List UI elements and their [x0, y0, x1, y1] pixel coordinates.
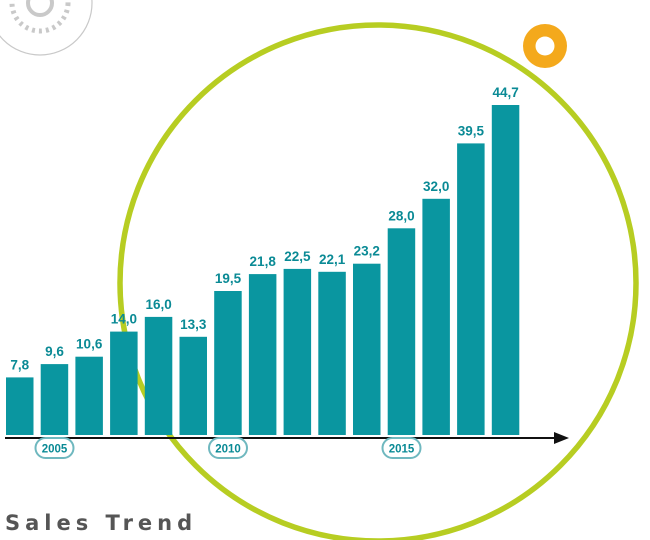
bar-2012: [283, 268, 312, 435]
year-badge-2010: 2010: [208, 437, 248, 459]
bars-group: [6, 105, 520, 435]
x-axis-arrow-icon: [554, 432, 569, 444]
year-label: 2005: [42, 444, 68, 456]
value-label: 13,3: [180, 317, 207, 332]
value-label: 22,5: [284, 249, 311, 264]
bar-2007: [110, 331, 138, 435]
year-label: 2010: [215, 444, 241, 456]
value-label: 22,1: [319, 252, 346, 267]
orange-ring-icon: [523, 24, 567, 68]
value-label: 44,7: [492, 85, 518, 100]
year-badge-2005: 2005: [34, 437, 75, 459]
chart-title: Sales Trend: [5, 511, 198, 535]
bar-2005: [40, 364, 69, 435]
bar-2017: [457, 143, 485, 435]
bar-2018: [491, 105, 520, 435]
value-label: 39,5: [458, 123, 485, 138]
highlight-circle: [117, 22, 639, 540]
bar-2013: [318, 271, 346, 435]
bar-2006: [75, 356, 103, 435]
value-label: 23,2: [354, 244, 380, 259]
value-label: 7,8: [10, 357, 29, 372]
bar-2014: [353, 263, 381, 435]
bar-2010: [214, 291, 242, 435]
value-labels-group: 7,8 9,6 10,6 14,0 16,0 13,3 19,5 21,8 22,5 22,1 23…: [10, 85, 518, 372]
year-markers-group: 2005 2010 2015: [34, 437, 422, 459]
value-label: 10,6: [76, 337, 103, 352]
value-label: 21,8: [250, 254, 277, 269]
bar-2004: [6, 377, 34, 435]
bar-2008: [144, 316, 173, 435]
value-label: 14,0: [111, 312, 137, 327]
bar-2009: [179, 336, 207, 435]
bar-2015: [387, 228, 416, 435]
value-label: 9,6: [45, 344, 64, 359]
dotted-circle-icon: [0, 0, 93, 56]
value-label: 28,0: [388, 208, 414, 223]
bar-2011: [248, 274, 277, 435]
year-badge-2015: 2015: [381, 437, 422, 459]
year-label: 2015: [389, 444, 415, 456]
value-label: 32,0: [423, 179, 449, 194]
bar-2016: [422, 198, 450, 435]
value-label: 16,0: [145, 297, 171, 312]
value-label: 19,5: [215, 271, 242, 286]
